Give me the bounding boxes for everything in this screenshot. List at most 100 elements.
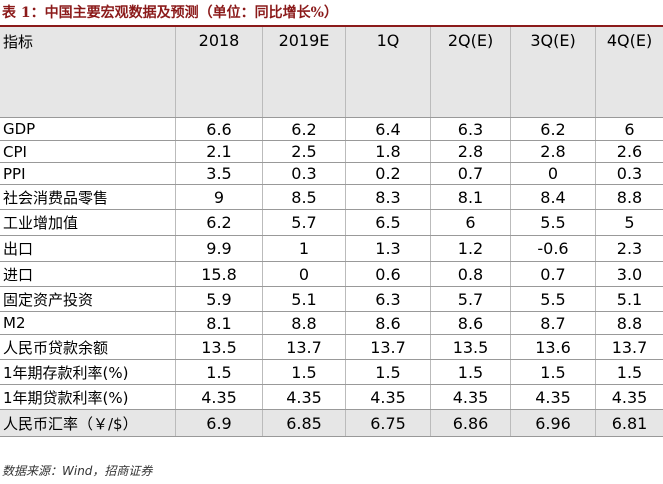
table-cell: 0 <box>262 262 345 286</box>
table-row: 出口 9.9 1 1.3 1.2 -0.6 2.3 <box>0 236 663 262</box>
table-cell: 0.3 <box>595 163 663 184</box>
table-cell: 0.7 <box>510 262 595 286</box>
table-row: 1年期存款利率(%) 1.5 1.5 1.5 1.5 1.5 1.5 <box>0 360 663 385</box>
table-row: PPI 3.5 0.3 0.2 0.7 0 0.3 <box>0 163 663 185</box>
table-cell: 4.35 <box>175 385 262 409</box>
table-cell: 6.5 <box>345 210 430 235</box>
header-cell: 1Q <box>345 27 430 117</box>
table-cell: 出口 <box>3 240 34 258</box>
table-cell: 6.86 <box>430 410 510 436</box>
table-cell: 1.3 <box>345 236 430 261</box>
table-cell: 0.8 <box>430 262 510 286</box>
table-cell: 1.5 <box>345 360 430 384</box>
table-cell: 固定资产投资 <box>3 290 94 309</box>
header-cell: 2018 <box>175 27 262 117</box>
table-cell: 8.6 <box>430 312 510 334</box>
table-cell: 3.0 <box>595 262 663 286</box>
table-cell: 5 <box>595 210 663 235</box>
table-cell: 13.7 <box>345 335 430 359</box>
header-row: 指标 2018 2019E 1Q 2Q(E) 3Q(E) 4Q(E) <box>0 27 663 118</box>
table-cell: 1年期贷款利率(%) <box>3 388 129 407</box>
table-cell: 8.6 <box>345 312 430 334</box>
table-cell: 8.4 <box>510 185 595 209</box>
table-row: M2 8.1 8.8 8.6 8.6 8.7 8.8 <box>0 312 663 335</box>
table-cell: 5.9 <box>175 287 262 311</box>
table-cell: 4.35 <box>345 385 430 409</box>
table-cell: 13.5 <box>175 335 262 359</box>
header-cell: 指标 <box>3 33 34 51</box>
table-row: 固定资产投资 5.9 5.1 6.3 5.7 5.5 5.1 <box>0 287 663 312</box>
table-cell: 5.7 <box>430 287 510 311</box>
table-cell: 6.2 <box>510 118 595 140</box>
table-cell: 4.35 <box>430 385 510 409</box>
table-cell: 4.35 <box>262 385 345 409</box>
table-cell: 人民币汇率（￥/$） <box>3 414 138 433</box>
table-cell: 4.35 <box>510 385 595 409</box>
table-cell: 社会消费品零售 <box>3 188 109 207</box>
table-cell: 0 <box>510 163 595 184</box>
table-cell: 1.5 <box>430 360 510 384</box>
table-cell: 6.6 <box>175 118 262 140</box>
table-row: 社会消费品零售 9 8.5 8.3 8.1 8.4 8.8 <box>0 185 663 210</box>
table-cell: 6.96 <box>510 410 595 436</box>
table-cell: 1.8 <box>345 141 430 162</box>
table-cell: 6.3 <box>430 118 510 140</box>
table-cell: 5.7 <box>262 210 345 235</box>
table-cell: GDP <box>3 120 36 138</box>
table-cell: 13.5 <box>430 335 510 359</box>
header-cell: 3Q(E) <box>510 27 595 117</box>
table-cell: 工业增加值 <box>3 214 79 232</box>
header-cell: 2Q(E) <box>430 27 510 117</box>
table-cell: 13.6 <box>510 335 595 359</box>
table-cell: 5.5 <box>510 210 595 235</box>
table-row: CPI 2.1 2.5 1.8 2.8 2.8 2.6 <box>0 141 663 163</box>
table-row: 人民币汇率（￥/$） 6.9 6.85 6.75 6.86 6.96 6.81 <box>0 410 663 437</box>
table: 指标 2018 2019E 1Q 2Q(E) 3Q(E) 4Q(E) GDP 6.6 6.2 6.4… <box>0 25 663 437</box>
table-cell: 6.85 <box>262 410 345 436</box>
table-cell: 8.3 <box>345 185 430 209</box>
table-cell: 6.3 <box>345 287 430 311</box>
table-cell: 进口 <box>3 265 34 284</box>
table-row: 人民币贷款余额 13.5 13.7 13.7 13.5 13.6 13.7 <box>0 335 663 360</box>
table-cell: 5.1 <box>262 287 345 311</box>
table-cell: 6.2 <box>175 210 262 235</box>
table-cell: 6.9 <box>175 410 262 436</box>
table-cell: 6.75 <box>345 410 430 436</box>
table-cell: 1.2 <box>430 236 510 261</box>
table-cell: 8.5 <box>262 185 345 209</box>
table-cell: 1年期存款利率(%) <box>3 363 129 382</box>
table-cell: 6.81 <box>595 410 663 436</box>
table-cell: 2.3 <box>595 236 663 261</box>
table-cell: 13.7 <box>595 335 663 359</box>
table-cell: 0.7 <box>430 163 510 184</box>
table-row: 1年期贷款利率(%) 4.35 4.35 4.35 4.35 4.35 4.35 <box>0 385 663 410</box>
header-cell: 4Q(E) <box>595 27 663 117</box>
table-cell: PPI <box>3 164 26 183</box>
table-row: 进口 15.8 0 0.6 0.8 0.7 3.0 <box>0 262 663 287</box>
table-cell: 15.8 <box>175 262 262 286</box>
table-cell: 8.8 <box>595 185 663 209</box>
table-cell: 9 <box>175 185 262 209</box>
table-cell: 6.2 <box>262 118 345 140</box>
table-row: GDP 6.6 6.2 6.4 6.3 6.2 6 <box>0 118 663 141</box>
table-cell: 5.5 <box>510 287 595 311</box>
table-cell: 8.1 <box>175 312 262 334</box>
table-cell: 6.4 <box>345 118 430 140</box>
table-cell: 1.5 <box>175 360 262 384</box>
table-cell: 1.5 <box>262 360 345 384</box>
table-cell: 9.9 <box>175 236 262 261</box>
table-cell: 8.8 <box>262 312 345 334</box>
table-cell: 2.5 <box>262 141 345 162</box>
table-cell: 0.3 <box>262 163 345 184</box>
table-cell: 3.5 <box>175 163 262 184</box>
table-cell: 13.7 <box>262 335 345 359</box>
table-cell: 2.6 <box>595 141 663 162</box>
table-cell: M2 <box>3 314 26 332</box>
table-title: 表 1：中国主要宏观数据及预测（单位：同比增长%） <box>2 5 338 21</box>
table-cell: 8.7 <box>510 312 595 334</box>
table-cell: 2.1 <box>175 141 262 162</box>
table-cell: 2.8 <box>510 141 595 162</box>
header-cell: 2019E <box>262 27 345 117</box>
table-cell: 6 <box>595 118 663 140</box>
